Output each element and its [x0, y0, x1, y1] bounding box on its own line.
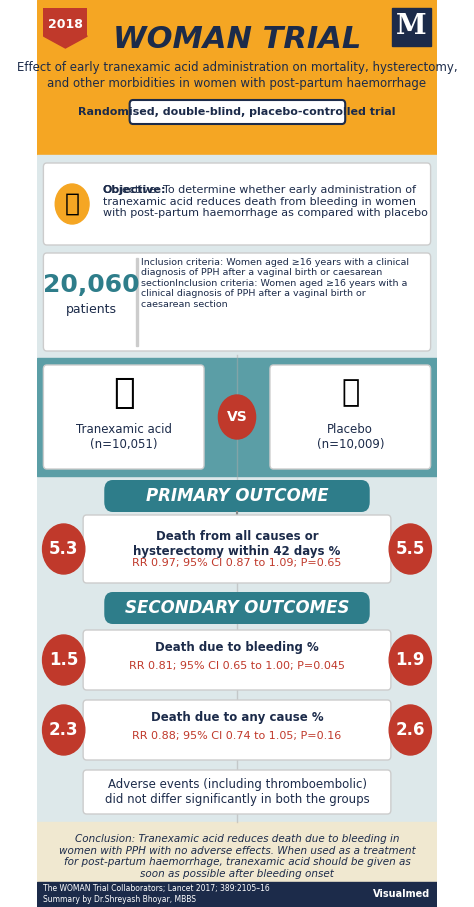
Text: M: M	[396, 14, 427, 41]
Circle shape	[43, 705, 85, 755]
FancyBboxPatch shape	[270, 365, 430, 469]
Text: 5.5: 5.5	[396, 540, 425, 558]
Text: 2.6: 2.6	[396, 721, 425, 739]
Circle shape	[389, 524, 431, 574]
FancyBboxPatch shape	[44, 253, 430, 351]
FancyBboxPatch shape	[129, 100, 345, 124]
Circle shape	[43, 524, 85, 574]
Polygon shape	[44, 36, 87, 48]
Text: patients: patients	[66, 304, 117, 317]
Text: 💡: 💡	[64, 192, 80, 216]
FancyBboxPatch shape	[44, 365, 204, 469]
Text: Conclusion: Tranexamic acid reduces death due to bleeding in
women with PPH with: Conclusion: Tranexamic acid reduces deat…	[59, 834, 415, 879]
Text: WOMAN TRIAL: WOMAN TRIAL	[113, 25, 361, 54]
Circle shape	[389, 635, 431, 685]
FancyBboxPatch shape	[36, 155, 438, 907]
Text: 1.9: 1.9	[396, 651, 425, 669]
Text: Adverse events (including thromboembolic)
did not differ significantly in both t: Adverse events (including thromboembolic…	[105, 778, 369, 806]
Text: Death due to bleeding %: Death due to bleeding %	[155, 641, 319, 654]
Text: 💊: 💊	[341, 378, 359, 407]
Text: RR 0.81; 95% CI 0.65 to 1.00; P=0.045: RR 0.81; 95% CI 0.65 to 1.00; P=0.045	[129, 661, 345, 671]
Text: Placebo
(n=10,009): Placebo (n=10,009)	[317, 423, 384, 451]
FancyBboxPatch shape	[104, 592, 370, 624]
FancyBboxPatch shape	[83, 770, 391, 814]
Text: Objective:: Objective:	[102, 185, 166, 195]
FancyBboxPatch shape	[44, 163, 430, 245]
FancyBboxPatch shape	[36, 358, 438, 476]
Text: VS: VS	[227, 410, 247, 424]
Text: 1.5: 1.5	[49, 651, 78, 669]
Text: 2018: 2018	[48, 18, 83, 32]
Text: The WOMAN Trial Collaborators; Lancet 2017; 389:2105–16
Summary by Dr.Shreyash B: The WOMAN Trial Collaborators; Lancet 20…	[44, 884, 270, 903]
Circle shape	[219, 395, 255, 439]
FancyBboxPatch shape	[137, 258, 138, 346]
Text: 💉: 💉	[113, 376, 135, 410]
Text: 2.3: 2.3	[49, 721, 79, 739]
Text: RR 0.88; 95% CI 0.74 to 1.05; P=0.16: RR 0.88; 95% CI 0.74 to 1.05; P=0.16	[132, 731, 342, 741]
Text: Effect of early tranexamic acid administration on mortality, hysterectomy,: Effect of early tranexamic acid administ…	[17, 62, 457, 74]
Text: Inclusion criteria: Women aged ≥16 years with a clinical
diagnosis of PPH after : Inclusion criteria: Women aged ≥16 years…	[141, 258, 410, 308]
FancyBboxPatch shape	[83, 630, 391, 690]
Circle shape	[43, 635, 85, 685]
Circle shape	[389, 705, 431, 755]
Text: RR 0.97; 95% CI 0.87 to 1.09; P=0.65: RR 0.97; 95% CI 0.87 to 1.09; P=0.65	[132, 558, 342, 568]
FancyBboxPatch shape	[83, 700, 391, 760]
FancyBboxPatch shape	[83, 515, 391, 583]
Circle shape	[55, 184, 89, 224]
Text: SECONDARY OUTCOMES: SECONDARY OUTCOMES	[125, 599, 349, 617]
Text: Death from all causes or
hysterectomy within 42 days %: Death from all causes or hysterectomy wi…	[133, 530, 341, 558]
Text: 5.3: 5.3	[49, 540, 78, 558]
FancyBboxPatch shape	[44, 8, 87, 36]
FancyBboxPatch shape	[104, 480, 370, 512]
Text: 20,060: 20,060	[43, 273, 140, 297]
Text: Visualmed: Visualmed	[374, 889, 430, 899]
FancyBboxPatch shape	[392, 8, 430, 46]
Text: Randomised, double-blind, placebo-controlled trial: Randomised, double-blind, placebo-contro…	[78, 107, 396, 117]
FancyBboxPatch shape	[36, 822, 438, 882]
Text: and other morbidities in women with post-partum haemorrhage: and other morbidities in women with post…	[47, 76, 427, 90]
Text: PRIMARY OUTCOME: PRIMARY OUTCOME	[146, 487, 328, 505]
FancyBboxPatch shape	[36, 0, 438, 155]
Text: Tranexamic acid
(n=10,051): Tranexamic acid (n=10,051)	[76, 423, 172, 451]
Text: Objective: To determine whether early administration of
tranexamic acid reduces : Objective: To determine whether early ad…	[102, 185, 428, 219]
FancyBboxPatch shape	[36, 882, 438, 907]
Text: Death due to any cause %: Death due to any cause %	[151, 711, 323, 724]
